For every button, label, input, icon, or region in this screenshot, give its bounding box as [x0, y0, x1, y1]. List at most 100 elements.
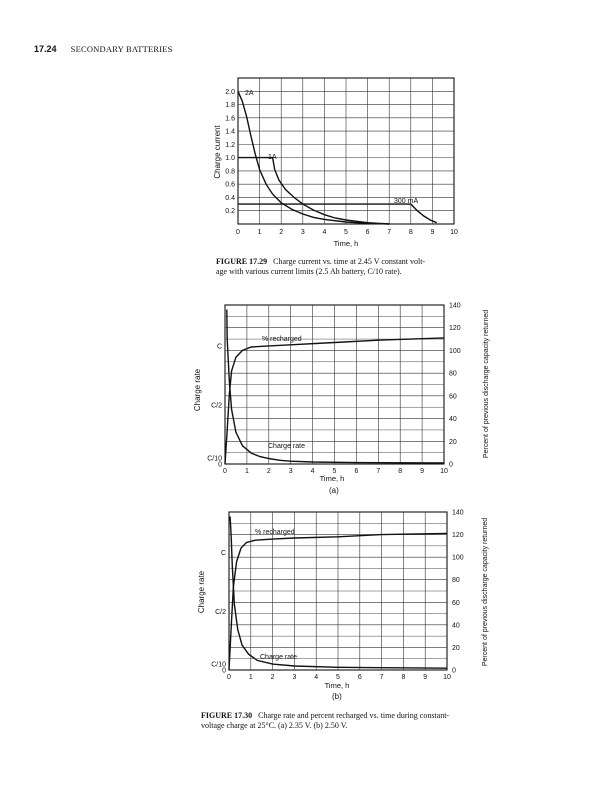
chart2-grid [224, 304, 445, 465]
annotation-2a: 2A [245, 90, 254, 97]
chart3-y2label: Percent of previous discharge capacity r… [482, 518, 489, 666]
c2-y2tick-5: 100 [449, 348, 461, 355]
chart1-grid [237, 77, 455, 225]
c2-y2tick-6: 120 [449, 325, 461, 332]
chart1-series-line-0 [237, 91, 390, 225]
chart1-ytick-8: 1.8 [225, 102, 235, 109]
c3-ytick-1: C/10 [211, 662, 226, 669]
chart1-xtick-5: 5 [344, 229, 348, 236]
figure-30-caption-line2: voltage charge at 25°C. (a) 2.35 V. (b) … [201, 721, 348, 730]
c2-y2tick-4: 80 [449, 371, 457, 378]
section-title: SECONDARY BATTERIES [70, 44, 173, 54]
chart3-xlabel: Time, h [325, 681, 350, 690]
chart1-ytick-4: 1.0 [225, 155, 235, 162]
c3-y2tick-6: 120 [452, 532, 464, 539]
chart1-ylabel: Charge current [213, 125, 222, 179]
chart-charge-current: 0 1 2 3 4 5 6 7 8 9 10 0.2 0.4 0.6 0.8 1.0 1.2 1.4 1.6 1.8 2… [213, 77, 458, 248]
c2-y2tick-3: 60 [449, 393, 457, 400]
chart-charge-rate-a: 0 1 2 3 4 5 6 7 8 9 100C/10C/2C020406080100120140 … [193, 303, 490, 484]
c2-xtick-1: 1 [245, 468, 249, 475]
c3-ytick-2: C/2 [215, 609, 226, 616]
chart-charge-rate-b: 0 1 2 3 4 5 6 7 8 9 100C/10C/2C020406080100120140 … [197, 510, 489, 691]
chart2-ylabel: Charge rate [193, 368, 202, 411]
c2-y2tick-0: 0 [449, 462, 453, 469]
c3-xtick-1: 1 [249, 674, 253, 681]
figure-29-caption-line2: age with various current limits (2.5 Ah … [216, 267, 402, 276]
figure-30-caption: FIGURE 17.30 Charge rate and percent rech… [201, 711, 501, 731]
panel-label-b: (b) [332, 692, 342, 701]
chart1-xtick-6: 6 [366, 229, 370, 236]
annotation-recharged-b: % recharged [255, 529, 295, 536]
c2-xtick-0: 0 [223, 468, 227, 475]
c3-y2tick-1: 20 [452, 645, 460, 652]
c3-xtick-0: 0 [227, 674, 231, 681]
chart1-xtick-10: 10 [450, 229, 458, 236]
figure-29-caption: FIGURE 17.29 Charge current vs. time at 2… [216, 257, 446, 277]
chart2-y2label: Percent of previous discharge capacity r… [483, 310, 490, 458]
c3-xtick-5: 5 [336, 674, 340, 681]
chart1-ytick-3: 0.8 [225, 168, 235, 175]
annotation-1a: 1A [268, 154, 277, 161]
c2-y2tick-1: 20 [449, 439, 457, 446]
c2-ytick-1: C/10 [207, 456, 222, 463]
annotation-300ma: 300 mA [394, 198, 418, 205]
chart3-grid [228, 511, 448, 671]
c3-xtick-8: 8 [401, 674, 405, 681]
c3-y2tick-3: 60 [452, 600, 460, 607]
panel-label-a: (a) [329, 486, 339, 495]
c3-series-line-0 [228, 532, 448, 671]
c3-xtick-10: 10 [443, 674, 451, 681]
figure-30-caption-line1: Charge rate and percent recharged vs. ti… [258, 711, 450, 720]
c2-ytick-2: C/2 [211, 402, 222, 409]
chart1-series-line-1 [238, 156, 390, 225]
c3-xtick-4: 4 [314, 674, 318, 681]
c2-xtick-4: 4 [311, 468, 315, 475]
c3-y2tick-0: 0 [452, 668, 456, 675]
c2-ytick-0: 0 [218, 462, 222, 469]
c3-y2tick-4: 80 [452, 577, 460, 584]
annotation-recharged-a: % recharged [262, 336, 302, 343]
chart1-xtick-9: 9 [430, 229, 434, 236]
chart1-ytick-1: 0.4 [225, 195, 235, 202]
c2-series-line-1 [226, 309, 445, 464]
chart1-xtick-8: 8 [409, 229, 413, 236]
c2-y2tick-7: 140 [449, 303, 461, 310]
chart1-ytick-0: 0.2 [225, 208, 235, 215]
chart2-series [224, 309, 445, 465]
c2-series-line-0 [224, 337, 445, 465]
c3-ytick-3: C [221, 550, 226, 557]
chart1-xtick-2: 2 [279, 229, 283, 236]
figure-30-label: FIGURE 17.30 [201, 711, 253, 720]
c2-xtick-7: 7 [376, 468, 380, 475]
chart1-ytick-9: 2.0 [225, 89, 235, 96]
chart1-ytick-6: 1.4 [225, 129, 235, 136]
c3-y2tick-7: 140 [452, 510, 464, 517]
c2-y2tick-2: 40 [449, 416, 457, 423]
chart1-xtick-1: 1 [258, 229, 262, 236]
c3-xtick-2: 2 [271, 674, 275, 681]
running-head: 17.24 SECONDARY BATTERIES [34, 44, 173, 54]
c3-xtick-9: 9 [423, 674, 427, 681]
chart1-ytick-5: 1.2 [225, 142, 235, 149]
c2-xtick-3: 3 [289, 468, 293, 475]
c2-xtick-6: 6 [354, 468, 358, 475]
chart1-series-line-2 [238, 203, 437, 224]
chart1-xtick-7: 7 [387, 229, 391, 236]
page-number: 17.24 [34, 44, 57, 54]
c2-xtick-9: 9 [420, 468, 424, 475]
chart1-xtick-0: 0 [236, 229, 240, 236]
c2-xtick-5: 5 [333, 468, 337, 475]
c3-xtick-3: 3 [292, 674, 296, 681]
figure-29-caption-line1: Charge current vs. time at 2.45 V consta… [273, 257, 426, 266]
annotation-charge-rate-b: Charge rate [260, 654, 297, 661]
chart3-series [228, 516, 448, 671]
chart1-ytick-7: 1.6 [225, 115, 235, 122]
c3-y2tick-2: 40 [452, 622, 460, 629]
chart1-xlabel: Time, h [334, 239, 359, 248]
chart1-xtick-4: 4 [322, 229, 326, 236]
c3-y2tick-5: 100 [452, 555, 464, 562]
chart3-ylabel: Charge rate [197, 570, 206, 613]
chart1-series [237, 91, 437, 225]
c3-ytick-0: 0 [222, 668, 226, 675]
